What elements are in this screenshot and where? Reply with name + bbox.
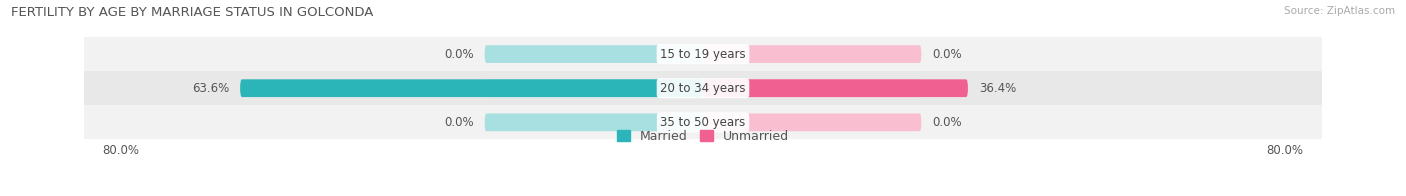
FancyBboxPatch shape xyxy=(240,79,703,97)
Bar xyxy=(84,37,1322,71)
Text: Source: ZipAtlas.com: Source: ZipAtlas.com xyxy=(1284,6,1395,16)
Text: 36.4%: 36.4% xyxy=(979,82,1017,95)
Bar xyxy=(84,71,1322,105)
Text: 20 to 34 years: 20 to 34 years xyxy=(661,82,745,95)
FancyBboxPatch shape xyxy=(485,113,703,131)
Legend: Married, Unmarried: Married, Unmarried xyxy=(612,125,794,148)
FancyBboxPatch shape xyxy=(703,45,921,63)
Text: 0.0%: 0.0% xyxy=(444,48,474,61)
Text: 0.0%: 0.0% xyxy=(932,48,962,61)
FancyBboxPatch shape xyxy=(703,79,921,97)
Bar xyxy=(84,105,1322,139)
Text: 63.6%: 63.6% xyxy=(193,82,229,95)
FancyBboxPatch shape xyxy=(485,45,703,63)
Text: 0.0%: 0.0% xyxy=(932,116,962,129)
FancyBboxPatch shape xyxy=(703,79,967,97)
Text: FERTILITY BY AGE BY MARRIAGE STATUS IN GOLCONDA: FERTILITY BY AGE BY MARRIAGE STATUS IN G… xyxy=(11,6,374,19)
Text: 0.0%: 0.0% xyxy=(444,116,474,129)
FancyBboxPatch shape xyxy=(485,79,703,97)
FancyBboxPatch shape xyxy=(703,113,921,131)
Text: 35 to 50 years: 35 to 50 years xyxy=(661,116,745,129)
Text: 15 to 19 years: 15 to 19 years xyxy=(661,48,745,61)
